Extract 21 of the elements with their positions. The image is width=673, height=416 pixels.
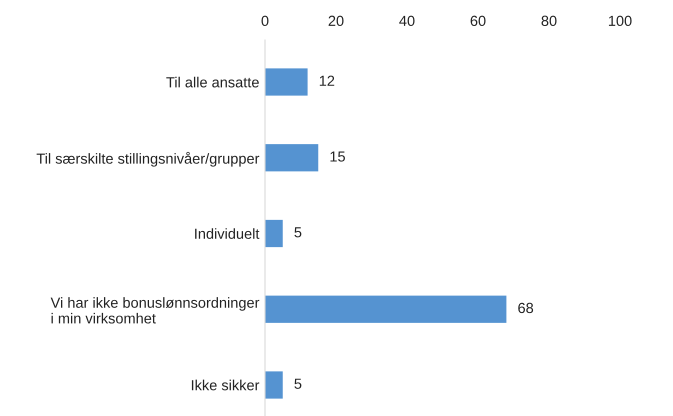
- data-label: 15: [330, 152, 345, 162]
- y-tick-label: Individuelt: [195, 228, 260, 239]
- data-label: 68: [518, 302, 534, 314]
- y-tick-label: Vi har ikke bonuslønnsordninger i min virksomhet: [50, 297, 260, 324]
- y-tick-label: Til alle ansatte: [166, 76, 259, 88]
- x-tick-label: 0: [262, 16, 268, 26]
- x-tick-label: 80: [542, 16, 557, 26]
- data-label: 5: [294, 227, 302, 238]
- x-tick-label: 60: [470, 16, 486, 26]
- bar: [265, 371, 283, 399]
- bar: [265, 68, 308, 96]
- x-tick-label: 20: [328, 16, 344, 26]
- bar: [265, 144, 318, 172]
- data-label: 5: [294, 378, 302, 389]
- bar: [265, 296, 506, 323]
- x-tick-label: 100: [608, 16, 632, 26]
- y-tick-label: Til særskilte stillingsnivåer/grupper: [36, 152, 260, 167]
- y-tick-label: Ikke sikker: [192, 380, 260, 390]
- x-tick-label: 40: [399, 16, 415, 26]
- bar: [265, 220, 283, 248]
- data-label: 12: [320, 76, 334, 86]
